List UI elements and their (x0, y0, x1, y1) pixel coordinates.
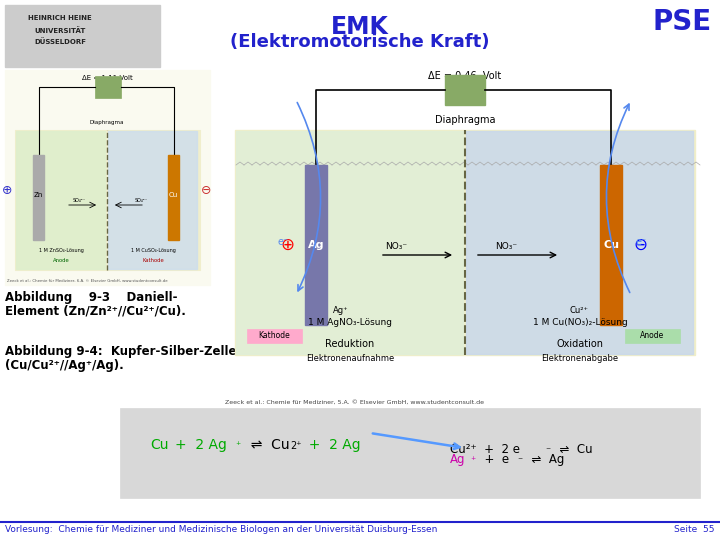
Text: ⁺: ⁺ (235, 441, 240, 451)
Bar (15, 130, 200, 270)
Text: HEINRICH HEINE: HEINRICH HEINE (28, 15, 92, 21)
Text: ΔE = 1.11 Volt: ΔE = 1.11 Volt (82, 75, 133, 81)
Text: Kathode: Kathode (258, 332, 290, 341)
Bar (168, 155, 179, 240)
Bar (94, 76, 120, 98)
Bar (235, 130, 695, 355)
Text: Ag⁺: Ag⁺ (333, 306, 348, 315)
Text: Abbildung 9-4:  Kupfer-Silber-Zelle: Abbildung 9-4: Kupfer-Silber-Zelle (5, 345, 236, 358)
Text: Cu²⁺: Cu²⁺ (570, 306, 589, 315)
Text: ⁻: ⁻ (517, 456, 522, 466)
Bar (625, 329, 680, 343)
Bar (33, 155, 44, 240)
Bar (466, 131, 693, 354)
Text: Vorlesung:  Chemie für Mediziner und Medizinische Biologen an der Universität Du: Vorlesung: Chemie für Mediziner und Medi… (5, 525, 437, 534)
Text: Zeeck et al.: Chemie für Mediziner, 6.A. © Elsevier GmbH, www.studentconsult.de: Zeeck et al.: Chemie für Mediziner, 6.A.… (7, 279, 168, 283)
Text: ⊖: ⊖ (633, 236, 647, 254)
Text: DÜSSELDORF: DÜSSELDORF (34, 38, 86, 45)
Text: Ag: Ag (307, 240, 324, 250)
Text: (Elektromotorische Kraft): (Elektromotorische Kraft) (230, 33, 490, 51)
Text: UNIVERSITÄT: UNIVERSITÄT (35, 27, 86, 34)
Bar (120, 408, 700, 498)
Bar (220, 65, 710, 410)
Text: ⊕: ⊕ (280, 236, 294, 254)
Text: Cu: Cu (603, 240, 619, 250)
Text: Elektronenaufnahme: Elektronenaufnahme (306, 354, 394, 363)
Bar (5, 5, 160, 67)
Text: NO₃⁻: NO₃⁻ (495, 242, 517, 251)
Text: Reduktion: Reduktion (325, 339, 374, 349)
Text: Cu: Cu (169, 192, 178, 198)
Text: +  2 Ag: + 2 Ag (300, 438, 361, 452)
Text: ⁻: ⁻ (545, 446, 550, 456)
Text: +  2 Ag: + 2 Ag (175, 438, 227, 452)
Text: ⇌  Cu: ⇌ Cu (242, 438, 289, 452)
Text: Diaphragma: Diaphragma (435, 115, 495, 125)
Text: Ag: Ag (450, 453, 466, 466)
Text: SO₄²⁻: SO₄²⁻ (73, 198, 86, 203)
Text: 1 M AgNO₃-Lösung: 1 M AgNO₃-Lösung (308, 318, 392, 327)
Text: 1 M CuSO₄-Lösung: 1 M CuSO₄-Lösung (130, 248, 176, 253)
Text: e⁻: e⁻ (636, 237, 647, 247)
Text: (Cu/Cu²⁺//Ag⁺/Ag).: (Cu/Cu²⁺//Ag⁺/Ag). (5, 359, 124, 372)
Text: Zeeck et al.: Chemie für Mediziner, 5.A. © Elsevier GmbH, www.studentconsult.de: Zeeck et al.: Chemie für Mediziner, 5.A.… (225, 400, 484, 405)
Text: e⁻: e⁻ (278, 237, 289, 247)
Bar (600, 165, 622, 325)
Text: ⁺: ⁺ (470, 456, 475, 466)
Text: 1 M Cu(NO₃)₂-Lösung: 1 M Cu(NO₃)₂-Lösung (533, 318, 627, 327)
Text: EMK: EMK (331, 15, 389, 39)
Text: Kathode: Kathode (142, 258, 164, 263)
Text: Element (Zn/Zn²⁺//Cu²⁺/Cu).: Element (Zn/Zn²⁺//Cu²⁺/Cu). (5, 305, 186, 318)
Text: Cu²⁺  +  2 e: Cu²⁺ + 2 e (450, 443, 520, 456)
Bar (445, 75, 485, 105)
Text: Abbildung    9-3    Daniell-: Abbildung 9-3 Daniell- (5, 291, 178, 304)
Text: ⇌  Ag: ⇌ Ag (524, 453, 564, 466)
Text: Anode: Anode (53, 258, 69, 263)
Bar (5, 70, 210, 285)
Text: +  e: + e (477, 453, 509, 466)
Text: PSE: PSE (653, 8, 712, 36)
Bar (247, 329, 302, 343)
Bar (236, 131, 463, 354)
Text: Cu: Cu (150, 438, 168, 452)
Text: Oxidation: Oxidation (557, 339, 603, 349)
Bar (16, 131, 105, 269)
Text: Zn: Zn (34, 192, 43, 198)
Text: ⇌  Cu: ⇌ Cu (552, 443, 593, 456)
Text: 1 M ZnSO₄-Lösung: 1 M ZnSO₄-Lösung (39, 248, 84, 253)
Text: ΔE = 0,46  Volt: ΔE = 0,46 Volt (428, 71, 502, 81)
Text: Seite  55: Seite 55 (675, 525, 715, 534)
Text: ⊕: ⊕ (1, 184, 12, 197)
Bar (305, 165, 327, 325)
Text: NO₃⁻: NO₃⁻ (385, 242, 407, 251)
Text: Anode: Anode (640, 332, 664, 341)
Text: Elektronenabgabe: Elektronenabgabe (541, 354, 618, 363)
Text: 2⁺: 2⁺ (290, 441, 302, 451)
Bar (108, 131, 197, 269)
Text: SO₄²⁻: SO₄²⁻ (135, 198, 148, 203)
Text: ⊖: ⊖ (201, 184, 211, 197)
Text: Diaphragma: Diaphragma (90, 120, 125, 125)
